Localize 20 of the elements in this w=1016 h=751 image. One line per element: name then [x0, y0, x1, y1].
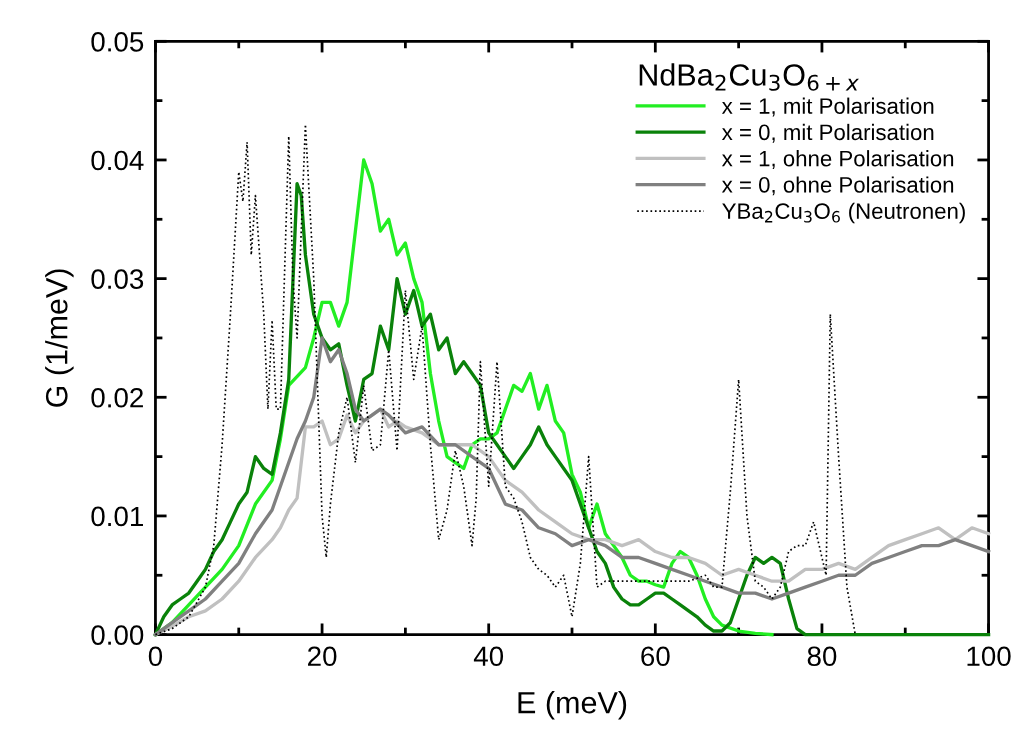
legend-label: YBa$_{2}$Cu$_{3}$O$_{6}$ (Neutronen) — [722, 202, 965, 224]
x-tick-label: 100 — [967, 646, 1011, 667]
y-tick-label: 0.03 — [91, 269, 144, 289]
legend-label: x = 1, ohne Polarisation — [721, 150, 954, 170]
y-axis-title: G (1/meV) — [45, 269, 74, 407]
legend-label: x = 0, ohne Polarisation — [721, 176, 954, 196]
legend-title: NdBa$_{2}$Cu$_{3}$O$_{6+x}$ — [639, 63, 859, 91]
y-tick-label: 0.04 — [91, 150, 144, 171]
x-tick-label: 80 — [807, 646, 837, 667]
x-tick-label: 0 — [148, 646, 163, 667]
y-tick-label: 0.02 — [91, 387, 143, 408]
legend-label: x = 1, mit Polarisation — [721, 97, 934, 117]
x-tick-label: 20 — [308, 646, 337, 667]
y-tick-label: 0.05 — [91, 31, 144, 52]
y-tick-label: 0.00 — [91, 625, 144, 645]
x-tick-label: 40 — [473, 646, 504, 667]
x-tick-label: 60 — [641, 646, 670, 667]
x-axis-title: E (meV) — [518, 691, 627, 720]
y-tick-label: 0.01 — [91, 506, 143, 527]
legend-label: x = 0, mit Polarisation — [721, 123, 934, 143]
